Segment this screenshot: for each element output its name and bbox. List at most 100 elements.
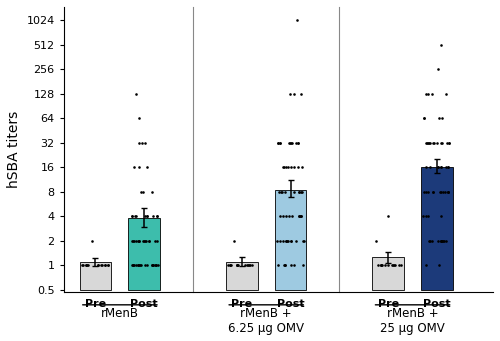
Point [134,263,142,268]
Point [428,189,436,194]
Point [152,263,160,268]
Point [284,238,292,243]
Point [148,263,156,268]
Point [144,165,152,170]
Point [146,238,154,243]
Point [288,140,296,146]
Point [136,263,143,268]
Point [128,213,136,219]
Point [422,140,430,146]
Point [130,238,138,243]
Point [438,165,446,170]
Point [280,263,288,268]
Point [384,213,392,219]
Point [286,140,294,146]
Point [80,263,88,268]
Point [282,213,290,219]
Point [148,263,156,268]
Point [139,189,147,194]
Point [434,165,442,170]
Point [245,263,253,268]
Point [226,263,234,268]
Point [279,165,287,170]
Point [436,189,444,194]
Point [132,91,140,97]
Point [374,263,382,268]
Point [82,263,90,268]
Point [424,213,432,219]
Point [439,189,447,194]
Point [130,165,138,170]
Point [377,263,385,268]
Point [248,263,256,268]
Point [444,165,452,170]
Point [372,238,380,243]
Point [293,18,301,23]
Point [440,189,448,194]
Point [88,238,96,243]
Point [84,263,92,268]
Point [152,213,160,219]
Point [298,189,306,194]
Point [274,140,282,146]
Point [128,213,136,219]
Point [444,189,452,194]
Point [94,263,102,268]
Point [420,116,428,121]
Point [135,238,143,243]
Point [444,140,452,146]
Bar [421,167,453,290]
Point [380,263,388,268]
Point [298,213,306,219]
Point [284,165,292,170]
Point [422,189,430,194]
Point [426,238,434,243]
Point [437,238,445,243]
Point [290,165,298,170]
Point [94,263,102,268]
Bar [128,218,160,290]
Point [151,263,159,268]
Point [280,263,288,268]
Point [276,238,284,243]
Point [134,140,142,146]
Point [282,238,290,243]
Point [297,91,305,97]
Point [152,263,160,268]
Point [428,238,436,243]
Point [143,213,151,219]
Point [276,140,284,146]
Point [294,140,302,146]
Point [287,238,295,243]
Point [426,238,434,243]
Point [436,116,444,121]
Point [444,189,452,194]
Point [102,263,110,268]
Point [438,238,446,243]
Point [430,140,438,146]
Point [230,238,237,243]
Point [143,263,151,268]
Point [286,263,294,268]
Point [296,213,304,219]
Point [282,165,290,170]
Point [426,140,434,146]
Point [143,213,151,219]
Point [440,238,448,243]
Point [435,263,443,268]
Point [137,263,145,268]
Point [142,238,150,243]
Point [141,140,149,146]
Text: rMenB +
25 µg OMV: rMenB + 25 µg OMV [380,307,445,335]
Point [148,263,156,268]
Point [296,213,304,219]
Point [428,140,436,146]
Point [281,263,289,268]
Point [438,140,446,146]
Y-axis label: hSBA titers: hSBA titers [7,110,21,188]
Bar [372,257,404,290]
Point [148,213,156,219]
Point [132,238,140,243]
Point [424,140,432,146]
Point [426,140,434,146]
